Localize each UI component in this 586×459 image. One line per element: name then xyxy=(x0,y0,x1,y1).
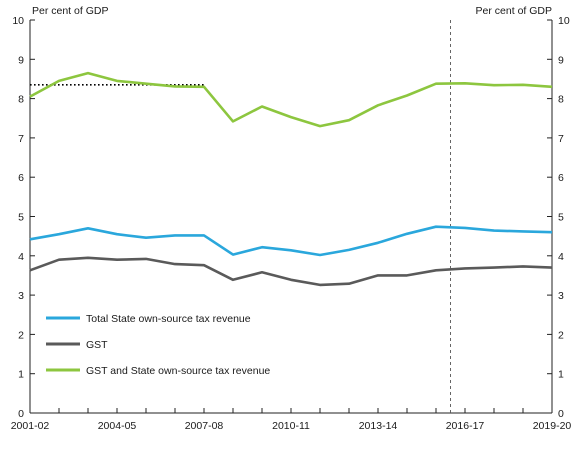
y-tick-label-right: 2 xyxy=(558,329,564,341)
y-axis-label-right: Per cent of GDP xyxy=(476,5,552,17)
x-tick-label: 2007-08 xyxy=(185,420,224,432)
y-tick-label-right: 10 xyxy=(558,15,570,27)
legend: Total State own-source tax revenue GST GST… xyxy=(46,313,270,377)
series-line-3 xyxy=(29,71,553,128)
series-line-1 xyxy=(29,225,553,257)
x-tick-label: 2001-02 xyxy=(11,420,50,432)
y-tick-label-right: 4 xyxy=(558,251,564,263)
y-tick-label-left: 8 xyxy=(18,94,24,106)
legend-label: Total State own-source tax revenue xyxy=(86,313,251,325)
x-tick-label: 2004-05 xyxy=(98,420,137,432)
legend-label: GST xyxy=(86,339,108,351)
series-lines xyxy=(29,71,553,287)
y-tick-label-left: 6 xyxy=(18,172,24,184)
y-tick-label-left: 10 xyxy=(12,15,24,27)
y-tick-label-left: 5 xyxy=(18,212,24,224)
y-tick-label-right: 7 xyxy=(558,133,564,145)
legend-label: GST and State own-source tax revenue xyxy=(86,365,270,377)
y-tick-label-left: 2 xyxy=(18,329,24,341)
x-tick-label: 2010-11 xyxy=(272,420,310,432)
y-tick-label-left: 9 xyxy=(18,54,24,66)
series-line-2 xyxy=(29,256,553,287)
y-tick-label-left: 3 xyxy=(18,290,24,302)
y-tick-label-left: 4 xyxy=(18,251,24,263)
y-tick-label-left: 1 xyxy=(18,369,24,381)
y-tick-label-right: 1 xyxy=(558,369,564,381)
x-tick-label: 2019-20 xyxy=(533,420,572,432)
y-tick-label-left: 7 xyxy=(18,133,24,145)
y-tick-label-right: 6 xyxy=(558,172,564,184)
y-tick-label-right: 5 xyxy=(558,212,564,224)
x-tick-label: 2016-17 xyxy=(446,420,485,432)
y-tick-label-right: 8 xyxy=(558,94,564,106)
y-tick-label-right: 0 xyxy=(558,408,564,420)
reference-lines xyxy=(30,20,451,413)
y-axis-label-left: Per cent of GDP xyxy=(32,5,108,17)
axes: 0 0 1 1 2 2 3 3 4 4 5 5 6 6 7 7 8 8 9 9 10 10 2001-02 2004-05 20… xyxy=(11,15,572,432)
y-tick-label-left: 0 xyxy=(18,408,24,420)
x-tick-label: 2013-14 xyxy=(359,420,398,432)
y-tick-label-right: 9 xyxy=(558,54,564,66)
y-tick-label-right: 3 xyxy=(558,290,564,302)
